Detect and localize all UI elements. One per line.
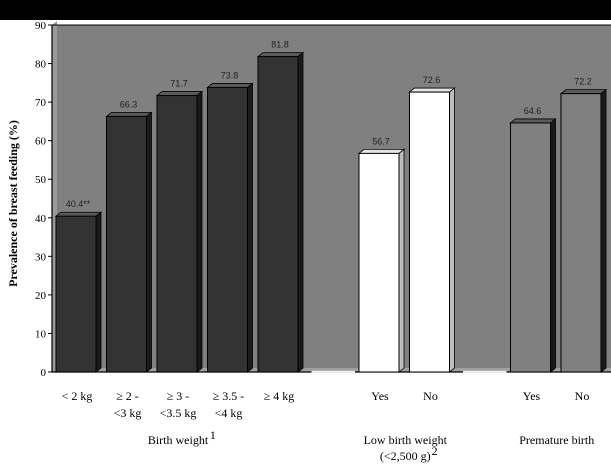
- group-label: Birth weight: [148, 433, 209, 447]
- group-label-superscript: 1: [210, 428, 216, 442]
- x-category-label: ≥ 4 kg: [264, 389, 295, 403]
- y-tick-label: 10: [35, 328, 47, 340]
- bar-top-face: [54, 211, 103, 217]
- bar-top-face: [155, 91, 204, 96]
- y-tick-label: 90: [35, 20, 47, 32]
- bar-side-face: [146, 111, 152, 373]
- group-label: Low birth weight: [364, 433, 448, 447]
- x-category-label: No: [575, 389, 590, 403]
- bar-top-face: [206, 83, 254, 88]
- bar-top-face: [408, 87, 456, 93]
- bar-side-face: [600, 88, 607, 373]
- bar-value-label: 73.8: [221, 70, 239, 80]
- y-tick-label: 30: [35, 251, 47, 263]
- bar: [560, 93, 602, 373]
- bar-side-face: [297, 51, 304, 373]
- bar-value-label: 66.3: [120, 99, 138, 109]
- bar: [257, 56, 299, 373]
- bar-top-face: [559, 89, 608, 95]
- x-category-label: <3 kg: [114, 406, 142, 420]
- bar-top-face: [256, 52, 305, 58]
- bar-value-label: 72.6: [423, 75, 441, 85]
- bar-top-face: [357, 148, 406, 154]
- bar-side-face: [95, 211, 102, 373]
- y-tick-label: 80: [35, 59, 47, 71]
- bar-top-face: [105, 111, 153, 117]
- x-category-label: Yes: [371, 389, 389, 403]
- x-category-label: No: [423, 389, 438, 403]
- x-category-label: <3.5 kg: [160, 406, 197, 420]
- y-tick-label: 40: [35, 213, 47, 225]
- y-axis-label: Prevalence of breast feeding (%): [6, 120, 20, 287]
- bar-value-label: 56.7: [372, 136, 390, 146]
- bar: [207, 86, 248, 373]
- bar: [358, 152, 400, 373]
- header-band: [0, 0, 611, 20]
- bar: [55, 215, 97, 373]
- bar-value-label: 71.7: [170, 79, 188, 89]
- bar-side-face: [398, 148, 405, 373]
- x-category-label: ≥ 3.5 -: [213, 389, 245, 403]
- bar-side-face: [550, 118, 556, 373]
- bar: [106, 115, 147, 373]
- y-tick-label: 60: [35, 136, 47, 148]
- bar-side-face: [449, 87, 455, 373]
- group-label-superscript: 2: [432, 444, 438, 458]
- bar: [409, 91, 450, 373]
- bar-value-label: 81.8: [271, 40, 289, 50]
- bar-side-face: [247, 82, 253, 373]
- y-tick-label: 50: [35, 174, 47, 186]
- bar-side-face: [196, 90, 203, 373]
- y-tick-label: 70: [35, 97, 47, 109]
- bar-top-face: [509, 118, 557, 124]
- bar-value-label: 72.2: [574, 77, 592, 87]
- x-category-label: Yes: [523, 389, 541, 403]
- bar-value-label: 64.6: [524, 106, 542, 116]
- bar: [156, 95, 198, 373]
- bar: [510, 122, 551, 373]
- group-label: (<2,500 g): [380, 449, 431, 463]
- y-tick-label: 0: [41, 367, 47, 379]
- y-tick-label: 20: [35, 290, 47, 302]
- group-label: Premature birth: [519, 433, 594, 447]
- x-category-label: ≥ 2 -: [116, 389, 139, 403]
- x-category-label: < 2 kg: [62, 389, 93, 403]
- bar-value-label: 40.4**: [66, 199, 91, 209]
- x-category-label: ≥ 3 -: [167, 389, 190, 403]
- x-category-label: <4 kg: [215, 406, 243, 420]
